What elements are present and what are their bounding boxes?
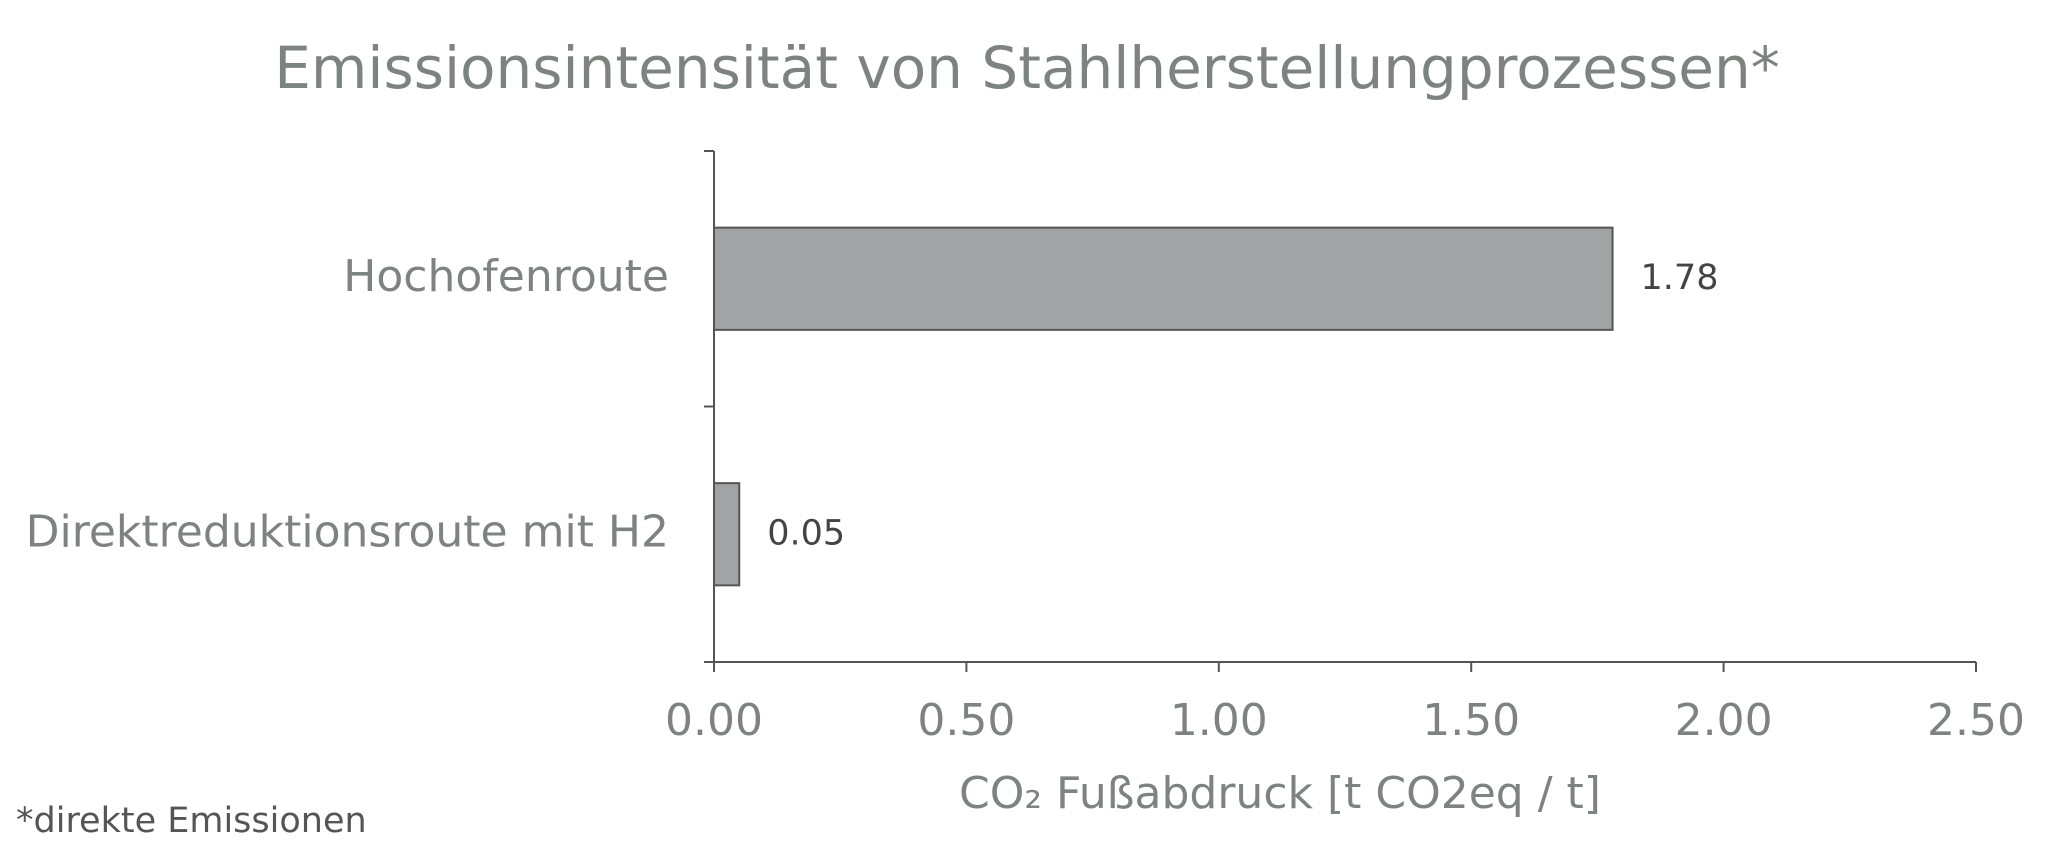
chart-title: Emissionsintensität von Stahlherstellung… — [274, 34, 1779, 102]
x-tick-label: 2.00 — [1675, 695, 1773, 746]
x-tick-label: 1.00 — [1170, 695, 1268, 746]
y-tick-label: Hochofenroute — [343, 251, 669, 302]
value-label: 1.78 — [1641, 258, 1719, 298]
y-tick-label: Direktreduktionsroute mit H2 — [26, 506, 669, 557]
footnote: *direkte Emissionen — [16, 801, 367, 841]
value-label: 0.05 — [767, 513, 845, 553]
bar — [713, 226, 1614, 331]
bar — [713, 482, 741, 587]
x-tick-label: 1.50 — [1422, 695, 1520, 746]
x-tick-label: 0.00 — [665, 695, 763, 746]
x-tick-label: 0.50 — [917, 695, 1015, 746]
x-axis-label: CO₂ Fußabdruck [t CO2eq / t] — [959, 768, 1601, 819]
x-tick-label: 2.50 — [1927, 695, 2025, 746]
